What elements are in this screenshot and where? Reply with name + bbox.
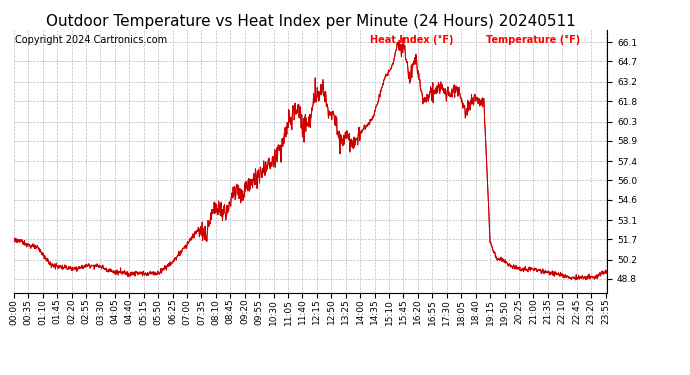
Text: Temperature (°F): Temperature (°F) [486,35,580,45]
Text: Heat Index (°F): Heat Index (°F) [370,35,453,45]
Text: Copyright 2024 Cartronics.com: Copyright 2024 Cartronics.com [15,35,167,45]
Title: Outdoor Temperature vs Heat Index per Minute (24 Hours) 20240511: Outdoor Temperature vs Heat Index per Mi… [46,14,575,29]
